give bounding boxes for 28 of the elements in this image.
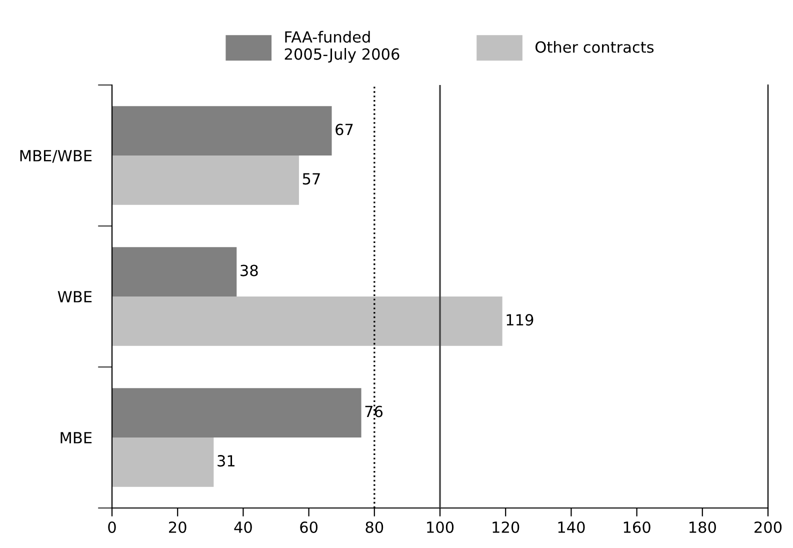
x-tick-label: 60	[300, 521, 318, 534]
data-label: 38	[240, 264, 258, 276]
x-tick-label: 200	[754, 521, 782, 534]
bar	[112, 247, 237, 296]
y-tick-label: MBE	[60, 432, 92, 444]
x-tick-label: 100	[427, 521, 454, 534]
x-tick-label: 160	[624, 521, 650, 534]
x-tick-label: 120	[492, 521, 520, 534]
bar	[112, 106, 332, 156]
data-label: 119	[506, 314, 534, 326]
legend-label: FAA-funded 2005-July 2006	[284, 30, 400, 63]
bar	[112, 296, 502, 346]
x-tick-label: 140	[558, 521, 585, 534]
data-label: 31	[218, 455, 234, 467]
bar	[112, 156, 299, 205]
data-label: 76	[365, 406, 383, 418]
x-tick-label: 20	[169, 521, 186, 534]
x-tick-label: 0	[108, 521, 116, 534]
y-tick-label: MBE/WBE	[20, 150, 92, 163]
x-tick-label: 80	[366, 521, 384, 534]
data-label: 57	[302, 173, 320, 185]
bar	[112, 438, 214, 487]
x-tick-label: 180	[689, 521, 716, 534]
data-label: 67	[336, 124, 353, 136]
y-tick-label: WBE	[58, 291, 92, 302]
x-tick-label: 40	[234, 521, 252, 534]
bar	[112, 388, 362, 438]
legend-label: Other contracts	[536, 41, 654, 53]
